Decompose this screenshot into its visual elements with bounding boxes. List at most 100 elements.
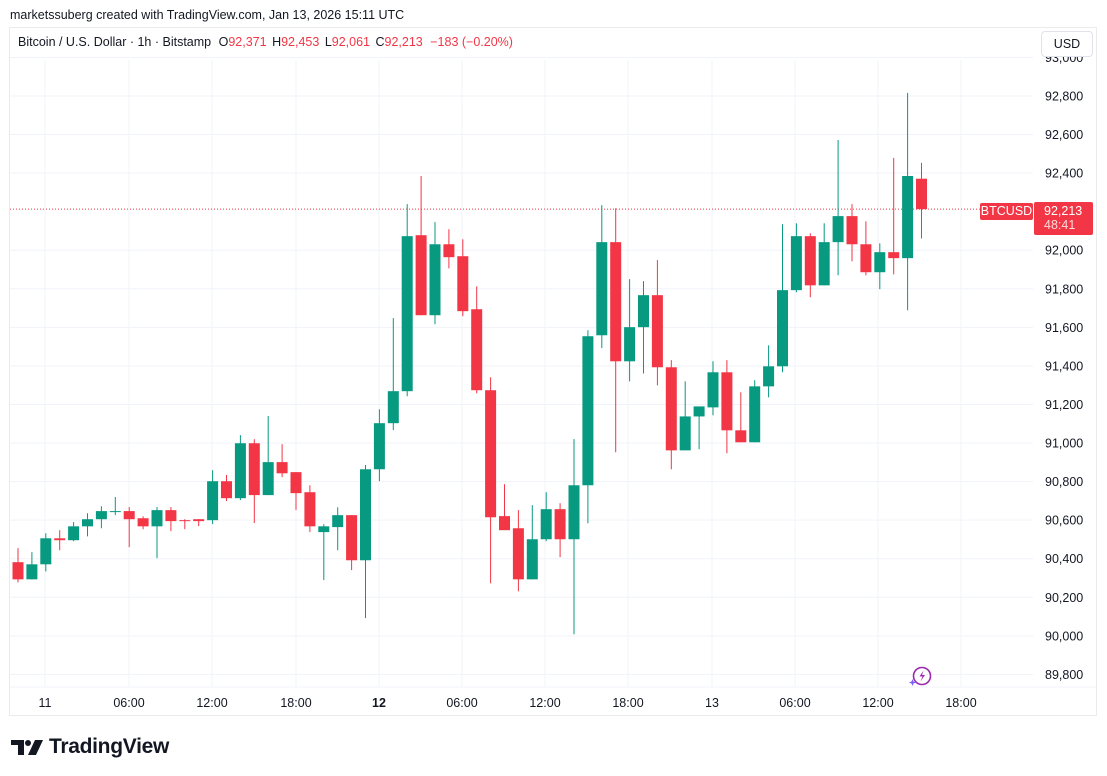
candle-down xyxy=(804,236,816,286)
currency-button[interactable]: USD xyxy=(1041,31,1093,57)
candle-up xyxy=(777,290,788,367)
chart-frame xyxy=(9,27,1097,716)
candle-up xyxy=(763,366,775,387)
candle-up xyxy=(707,372,719,408)
candle-up xyxy=(318,526,330,533)
x-axis-label: 13 xyxy=(705,696,719,710)
x-axis-label: 12:00 xyxy=(196,696,227,710)
bar-countdown: 48:41 xyxy=(1044,218,1076,232)
candle-down xyxy=(123,511,135,520)
y-axis-label: 90,600 xyxy=(1045,514,1083,528)
last-price-label: 92,213 48:41 xyxy=(1034,202,1093,235)
y-axis-label: 90,400 xyxy=(1045,552,1083,566)
candle-up xyxy=(679,416,691,451)
y-axis-label: 92,600 xyxy=(1045,128,1083,142)
candle-down xyxy=(457,256,469,312)
y-axis-label: 92,800 xyxy=(1045,90,1083,104)
y-axis-label: 90,200 xyxy=(1045,591,1083,605)
x-axis-label: 12 xyxy=(372,696,386,710)
candle-down xyxy=(471,309,483,391)
candle-down xyxy=(221,481,232,499)
candle-up xyxy=(832,216,844,243)
candle-up xyxy=(638,295,649,328)
candle-down xyxy=(54,538,66,541)
candle-up xyxy=(373,423,385,470)
candle-down xyxy=(916,178,927,210)
candle-down xyxy=(735,430,747,443)
low-label: L xyxy=(324,35,332,49)
tradingview-logo-icon xyxy=(11,739,43,755)
lightning-alert-icon[interactable] xyxy=(909,665,933,687)
y-axis-label: 91,600 xyxy=(1045,321,1083,335)
candle-down xyxy=(651,295,663,368)
high-label: H xyxy=(272,35,282,49)
open-label: O xyxy=(218,35,229,49)
symbol-description[interactable]: Bitcoin / U.S. Dollar · 1h · Bitstamp xyxy=(18,35,212,49)
candle-down xyxy=(193,519,205,522)
candle-down xyxy=(485,390,497,518)
change-value: −183 (−0.20%) xyxy=(430,35,513,49)
candle-down xyxy=(290,472,302,494)
candle-up xyxy=(234,443,246,499)
candle-up xyxy=(82,519,93,527)
x-axis-label: 18:00 xyxy=(945,696,976,710)
candle-down xyxy=(888,252,900,259)
candle-up xyxy=(540,509,552,540)
tradingview-logo[interactable]: TradingView xyxy=(11,735,169,759)
candle-down xyxy=(499,516,510,531)
candle-up xyxy=(262,462,274,496)
candle-up xyxy=(749,386,761,443)
candle-up xyxy=(151,510,163,527)
close-value: 92,213 xyxy=(384,35,423,49)
candle-up xyxy=(902,176,914,259)
y-axis-label: 91,400 xyxy=(1045,359,1083,373)
candle-up xyxy=(582,336,594,486)
candle-up xyxy=(207,481,219,521)
candle-down xyxy=(12,562,24,580)
candle-down xyxy=(248,443,260,496)
candle-up xyxy=(95,511,107,520)
candle-down xyxy=(846,216,858,245)
candle-up xyxy=(596,242,608,336)
x-axis-label: 12:00 xyxy=(529,696,560,710)
y-axis-label: 91,200 xyxy=(1045,398,1083,412)
y-axis-label: 90,000 xyxy=(1045,629,1083,643)
candle-down xyxy=(165,510,177,522)
candle-down xyxy=(276,462,288,474)
x-axis-label: 06:00 xyxy=(113,696,144,710)
ohlc-legend: Bitcoin / U.S. Dollar · 1h · Bitstamp O 9… xyxy=(18,35,513,49)
last-price-value: 92,213 xyxy=(1044,204,1083,218)
x-axis-label: 06:00 xyxy=(446,696,477,710)
candle-down xyxy=(860,244,872,273)
candle-up xyxy=(693,406,705,417)
low-value: 92,061 xyxy=(331,35,370,49)
chart-credit: marketssuberg created with TradingView.c… xyxy=(10,8,405,22)
candle-up xyxy=(401,236,413,392)
candle-down xyxy=(721,372,733,431)
x-axis-label: 06:00 xyxy=(779,696,810,710)
candle-down xyxy=(137,518,149,527)
x-axis-label: 18:00 xyxy=(280,696,311,710)
logo-text: TradingView xyxy=(49,735,170,758)
candle-up xyxy=(109,511,121,513)
y-axis-label: 91,800 xyxy=(1045,282,1083,296)
candle-down xyxy=(415,235,427,316)
y-axis-label: 90,800 xyxy=(1045,475,1083,489)
symbol-price-label: BTCUSD xyxy=(980,203,1033,220)
candle-down xyxy=(665,367,677,451)
y-axis-label: 92,000 xyxy=(1045,244,1083,258)
close-label: C xyxy=(375,35,385,49)
high-value: 92,453 xyxy=(281,35,320,49)
y-axis-label: 92,400 xyxy=(1045,167,1083,181)
candle-up xyxy=(874,252,886,273)
candle-up xyxy=(68,526,80,541)
candle-up xyxy=(568,485,580,540)
candle-down xyxy=(610,242,622,362)
candle-up xyxy=(40,538,52,565)
candle-up xyxy=(387,391,399,424)
candle-down xyxy=(554,509,566,540)
y-axis-label: 89,800 xyxy=(1045,668,1083,682)
candle-up xyxy=(818,242,830,286)
candle-down xyxy=(179,520,191,522)
